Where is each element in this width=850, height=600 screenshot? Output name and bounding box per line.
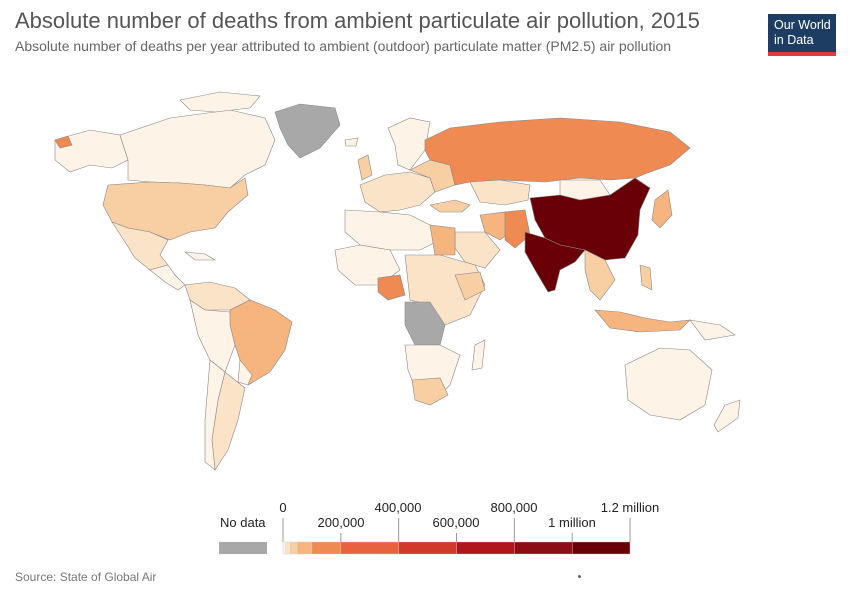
legend-swatch-4 — [311, 541, 342, 555]
legend-no-data-label: No data — [220, 515, 266, 530]
region-arctic-islands[interactable] — [179, 91, 261, 113]
region-turkey[interactable] — [429, 199, 471, 213]
logo-line-2: in Data — [774, 33, 814, 47]
legend-swatch-8 — [514, 541, 573, 555]
region-philippines[interactable] — [639, 264, 653, 291]
region-alaska[interactable] — [54, 129, 129, 173]
region-nigeria[interactable] — [377, 274, 406, 301]
region-southeast-asia[interactable] — [584, 249, 616, 301]
legend-swatch-1 — [285, 541, 291, 555]
legend-swatch-3 — [297, 541, 313, 555]
region-south-africa[interactable] — [411, 377, 449, 406]
source-note: Source: State of Global Air — [15, 570, 157, 584]
legend-tick-bottom-2: 1 million — [548, 515, 596, 530]
legend-swatches — [282, 541, 631, 555]
legend-tick-bottom-1: 600,000 — [432, 515, 480, 530]
legend-tick-top-0: 0 — [279, 500, 287, 515]
legend-tick-top-1: 400,000 — [374, 500, 422, 515]
region-peru-bolivia[interactable] — [189, 299, 236, 373]
region-chile[interactable] — [204, 359, 226, 471]
legend-swatch-6 — [398, 541, 457, 555]
region-papua[interactable] — [689, 319, 736, 341]
decorative-dot — [578, 575, 581, 578]
region-mexico[interactable] — [111, 221, 169, 271]
region-madagascar[interactable] — [471, 339, 486, 371]
legend-ticks — [282, 518, 631, 542]
region-japan[interactable] — [651, 189, 673, 229]
region-canada[interactable] — [119, 109, 276, 189]
legend-no-data-swatch — [219, 542, 267, 554]
region-pakistan[interactable] — [504, 209, 531, 249]
region-central-east-africa[interactable] — [404, 254, 486, 326]
region-ethiopia[interactable] — [454, 271, 486, 301]
legend-tick-top-2: 800,000 — [490, 500, 538, 515]
logo-line-1: Our World — [774, 18, 831, 32]
legend-swatch-5 — [340, 541, 399, 555]
region-australia[interactable] — [624, 347, 713, 421]
region-brazil[interactable] — [229, 299, 293, 386]
region-russia[interactable] — [424, 117, 691, 186]
legend-swatch-7 — [456, 541, 515, 555]
region-iceland[interactable] — [344, 137, 359, 147]
region-scandinavia[interactable] — [387, 117, 431, 171]
chart-subtitle: Absolute number of deaths per year attri… — [15, 38, 672, 54]
owid-logo[interactable]: Our World in Data — [768, 14, 836, 56]
region-cuba[interactable] — [184, 251, 217, 261]
region-alaska-tip[interactable] — [54, 135, 73, 149]
legend-swatch-0 — [282, 541, 287, 555]
region-india[interactable] — [524, 231, 586, 293]
region-egypt[interactable] — [429, 224, 456, 256]
region-uruguay-paraguay[interactable] — [237, 359, 253, 386]
legend-tick-bottom-0: 200,000 — [317, 515, 365, 530]
legend-swatch-9 — [571, 541, 631, 555]
region-north-africa[interactable] — [344, 209, 441, 251]
legend-swatch-2 — [290, 541, 298, 555]
region-western-europe[interactable] — [359, 171, 436, 213]
legend-tick-top-3: 1.2 million — [600, 500, 660, 515]
region-uk[interactable] — [357, 154, 373, 181]
region-new-zealand[interactable] — [713, 399, 741, 433]
chart-title: Absolute number of deaths from ambient p… — [15, 8, 700, 33]
region-kazakhstan[interactable] — [469, 179, 531, 206]
region-greenland[interactable] — [274, 103, 341, 159]
